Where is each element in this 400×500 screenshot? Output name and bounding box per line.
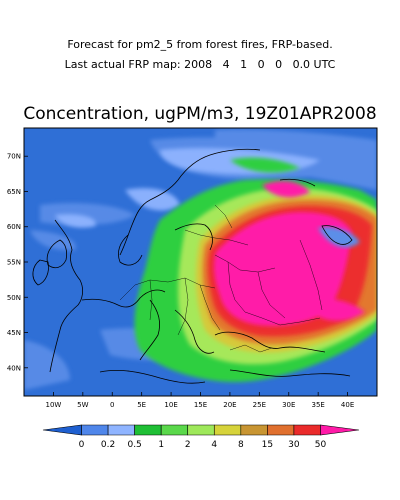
colorbar-swatch bbox=[107, 424, 135, 436]
colorbar-swatch bbox=[293, 424, 321, 436]
coastlines bbox=[32, 148, 353, 384]
lon-tick-label: 5W bbox=[77, 401, 88, 409]
colorbar-swatch bbox=[134, 424, 162, 436]
lon-tick-label: 25E bbox=[253, 401, 266, 409]
lon-tick-label: 10W bbox=[45, 401, 61, 409]
colorbar-label: 30 bbox=[288, 440, 300, 450]
lon-tick-label: 0 bbox=[110, 401, 114, 409]
map-title: Concentration, ugPM/m3, 19Z01APR2008 bbox=[23, 104, 377, 124]
colorbar-label: 0.2 bbox=[101, 440, 115, 450]
lon-tick-label: 15E bbox=[194, 401, 207, 409]
lat-tick-label: 65N bbox=[7, 188, 21, 196]
forecast-title-line: Forecast for pm2_5 from forest fires, FR… bbox=[67, 38, 333, 51]
latitude-axis: 70N 65N 60N 55N 50N 45N 40N bbox=[7, 153, 28, 372]
country-borders bbox=[119, 204, 323, 353]
colorbar: 0 0.2 0.5 1 2 4 8 15 30 50 bbox=[42, 424, 360, 450]
longitude-axis: 10W 5W 0 5E 10E 15E 20E 25E 30E 35E 40E bbox=[45, 392, 354, 409]
lon-tick-label: 40E bbox=[341, 401, 354, 409]
colorbar-swatch bbox=[42, 424, 82, 436]
colorbar-swatch bbox=[240, 424, 268, 436]
colorbar-label: 1 bbox=[158, 440, 164, 450]
lon-tick-label: 20E bbox=[223, 401, 236, 409]
lat-tick-label: 55N bbox=[7, 259, 21, 267]
lat-tick-label: 40N bbox=[7, 364, 21, 372]
colorbar-label: 0.5 bbox=[127, 440, 141, 450]
frp-map-date-line: Last actual FRP map: 2008 4 1 0 0 0.0 UT… bbox=[64, 58, 336, 71]
lat-tick-label: 45N bbox=[7, 329, 21, 337]
lat-tick-label: 60N bbox=[7, 223, 21, 231]
colorbar-swatch bbox=[320, 424, 360, 436]
colorbar-swatch bbox=[187, 424, 215, 436]
colorbar-swatch bbox=[213, 424, 242, 436]
colorbar-swatch bbox=[81, 424, 109, 436]
colorbar-label: 0 bbox=[79, 440, 85, 450]
colorbar-label: 2 bbox=[185, 440, 191, 450]
colorbar-label: 4 bbox=[211, 440, 217, 450]
colorbar-swatch bbox=[160, 424, 189, 436]
plume-layers bbox=[24, 129, 377, 390]
lon-tick-label: 5E bbox=[137, 401, 146, 409]
colorbar-label: 50 bbox=[315, 440, 327, 450]
lon-tick-label: 10E bbox=[164, 401, 177, 409]
colorbar-label: 15 bbox=[262, 440, 273, 450]
lat-tick-label: 70N bbox=[7, 153, 21, 161]
colorbar-swatch bbox=[267, 424, 295, 436]
lat-tick-label: 50N bbox=[7, 294, 21, 302]
colorbar-label: 8 bbox=[238, 440, 244, 450]
lon-tick-label: 30E bbox=[282, 401, 295, 409]
lon-tick-label: 35E bbox=[311, 401, 324, 409]
